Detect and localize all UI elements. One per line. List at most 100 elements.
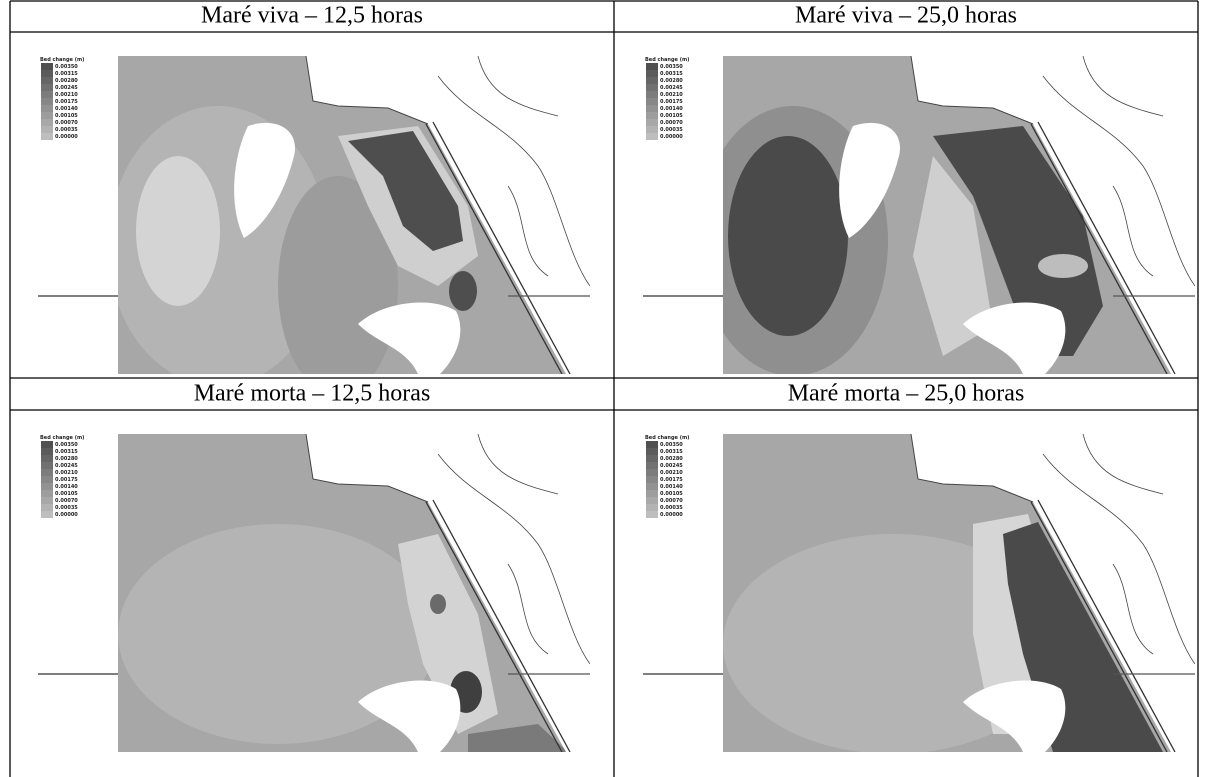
legend-swatch [646, 91, 658, 98]
legend-swatch [41, 490, 53, 497]
legend-swatch [41, 469, 53, 476]
panel-title: Maré morta – 25,0 horas [788, 381, 1025, 407]
legend-swatch [646, 483, 658, 490]
figure-table: Maré viva – 12,5 horasBed change (m)0.00… [0, 0, 1209, 777]
legend-title: Bed change (m) [40, 435, 84, 441]
legend-swatch [646, 497, 658, 504]
legend-label: 0.00105 [55, 113, 78, 119]
legend-label: 0.00350 [660, 442, 683, 448]
legend-swatch [41, 63, 53, 70]
legend-swatch [646, 455, 658, 462]
legend-label: 0.00140 [660, 106, 683, 112]
legend-swatch [646, 462, 658, 469]
legend-swatch [41, 441, 53, 448]
legend: Bed change (m)0.003500.003150.002800.002… [645, 57, 689, 140]
legend-swatch [41, 105, 53, 112]
legend-label: 0.00105 [55, 491, 78, 497]
legend-label: 0.00210 [55, 92, 78, 98]
legend-title: Bed change (m) [40, 57, 84, 63]
legend-label: 0.00175 [55, 99, 78, 105]
legend-swatch [646, 70, 658, 77]
legend-swatch [646, 112, 658, 119]
legend-swatch [41, 483, 53, 490]
legend-label: 0.00280 [660, 456, 683, 462]
contour-region [136, 156, 220, 306]
contour-region [449, 271, 477, 311]
legend-label: 0.00070 [660, 498, 683, 504]
legend-label: 0.00070 [55, 498, 78, 504]
legend-swatch [646, 105, 658, 112]
legend-label: 0.00315 [55, 71, 78, 77]
legend-label: 0.00035 [660, 127, 683, 133]
panel-title: Maré morta – 12,5 horas [194, 381, 431, 407]
legend-label: 0.00140 [55, 106, 78, 112]
legend-label: 0.00140 [660, 484, 683, 490]
contour-region [728, 136, 848, 336]
legend-label: 0.00210 [55, 470, 78, 476]
legend-label: 0.00105 [660, 113, 683, 119]
map-area [108, 56, 590, 396]
legend-swatch [41, 476, 53, 483]
legend-swatch [41, 70, 53, 77]
legend-label: 0.00175 [660, 99, 683, 105]
legend: Bed change (m)0.003500.003150.002800.002… [40, 57, 84, 140]
legend-label: 0.00315 [660, 449, 683, 455]
legend-label: 0.00000 [55, 512, 78, 518]
legend-swatch [646, 84, 658, 91]
map-area [118, 434, 590, 752]
legend-label: 0.00000 [55, 134, 78, 140]
legend-swatch [646, 63, 658, 70]
legend-title: Bed change (m) [645, 435, 689, 441]
legend-label: 0.00245 [55, 463, 78, 469]
map-panel: Bed change (m)0.003500.003150.002800.002… [38, 434, 590, 752]
legend: Bed change (m)0.003500.003150.002800.002… [645, 435, 689, 518]
legend-label: 0.00035 [55, 127, 78, 133]
legend: Bed change (m)0.003500.003150.002800.002… [40, 435, 84, 518]
legend-swatch [646, 133, 658, 140]
map-area [698, 56, 1195, 376]
map-panel: Bed change (m)0.003500.003150.002800.002… [38, 56, 590, 396]
map-panel: Bed change (m)0.003500.003150.002800.002… [643, 434, 1195, 754]
legend-label: 0.00175 [660, 477, 683, 483]
legend-swatch [646, 511, 658, 518]
legend-swatch [41, 504, 53, 511]
legend-label: 0.00280 [660, 78, 683, 84]
panel-title: Maré viva – 25,0 horas [795, 3, 1017, 29]
panel-title: Maré viva – 12,5 horas [201, 3, 423, 29]
legend-label: 0.00105 [660, 491, 683, 497]
legend-swatch [646, 77, 658, 84]
legend-label: 0.00245 [660, 463, 683, 469]
legend-swatch [41, 91, 53, 98]
legend-label: 0.00000 [660, 512, 683, 518]
legend-label: 0.00000 [660, 134, 683, 140]
legend-swatch [646, 98, 658, 105]
legend-swatch [41, 84, 53, 91]
map-area [723, 434, 1195, 754]
legend-label: 0.00070 [55, 120, 78, 126]
legend-swatch [646, 490, 658, 497]
legend-swatch [41, 112, 53, 119]
legend-label: 0.00140 [55, 484, 78, 490]
legend-swatch [41, 133, 53, 140]
legend-swatch [646, 476, 658, 483]
contour-region [1038, 254, 1088, 278]
legend-swatch [646, 441, 658, 448]
legend-label: 0.00210 [660, 92, 683, 98]
legend-swatch [41, 448, 53, 455]
contour-region [430, 594, 446, 614]
legend-swatch [41, 511, 53, 518]
legend-label: 0.00210 [660, 470, 683, 476]
legend-label: 0.00350 [55, 442, 78, 448]
legend-label: 0.00280 [55, 78, 78, 84]
legend-swatch [41, 455, 53, 462]
legend-label: 0.00315 [55, 449, 78, 455]
legend-label: 0.00245 [660, 85, 683, 91]
legend-swatch [41, 497, 53, 504]
legend-label: 0.00035 [55, 505, 78, 511]
legend-title: Bed change (m) [645, 57, 689, 63]
legend-swatch [646, 469, 658, 476]
legend-swatch [646, 119, 658, 126]
legend-label: 0.00245 [55, 85, 78, 91]
legend-label: 0.00315 [660, 71, 683, 77]
legend-swatch [646, 448, 658, 455]
